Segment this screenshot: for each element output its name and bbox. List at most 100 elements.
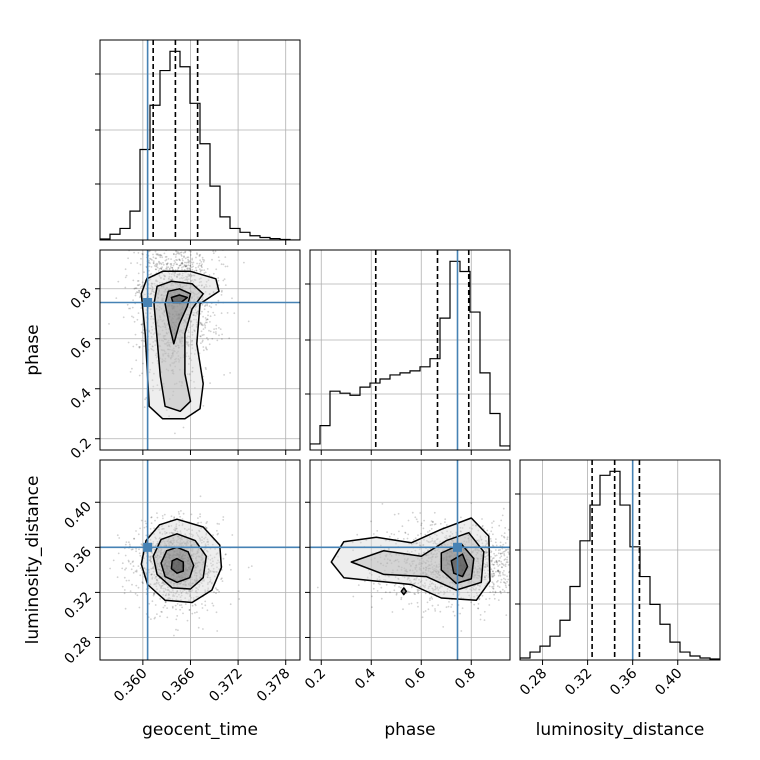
sample-point (430, 563, 433, 566)
sample-point (196, 572, 198, 575)
sample-point (186, 256, 189, 259)
sample-point (150, 308, 153, 310)
panel-frame (99, 249, 301, 451)
sample-point (175, 523, 178, 526)
sample-point (479, 584, 481, 587)
sample-point (196, 591, 198, 594)
sample-point (198, 255, 201, 258)
sample-point (472, 587, 475, 590)
sample-point (160, 567, 162, 570)
sample-point (179, 297, 182, 300)
sample-point (478, 572, 480, 574)
sample-point (435, 565, 438, 568)
sample-point (174, 358, 176, 361)
sample-point (196, 551, 199, 553)
sample-point (206, 609, 209, 612)
sample-point (476, 584, 479, 586)
sample-point (442, 549, 445, 551)
sample-point (430, 596, 433, 598)
sample-point (171, 267, 174, 269)
sample-point (206, 565, 209, 568)
sample-point (398, 530, 400, 533)
sample-point (161, 294, 163, 296)
sample-point (168, 569, 171, 572)
sample-point (155, 585, 158, 588)
sample-point (424, 610, 427, 612)
sample-point (422, 572, 425, 575)
sample-point (161, 358, 164, 361)
sample-point (484, 572, 487, 575)
sample-point (467, 567, 470, 570)
sample-point (181, 554, 184, 557)
sample-point (447, 570, 449, 573)
sample-point (170, 515, 173, 518)
x-tick-label: 0.2 (302, 666, 329, 693)
sample-point (172, 291, 175, 294)
sample-point (425, 567, 428, 570)
sample-point (162, 552, 165, 554)
sample-point (176, 527, 178, 530)
sample-point (169, 295, 172, 298)
sample-point (143, 526, 146, 529)
sample-point (157, 297, 160, 299)
sample-point (170, 525, 173, 527)
sample-point (208, 274, 211, 277)
sample-point (511, 529, 513, 531)
sample-point (169, 263, 172, 265)
sample-point (497, 565, 500, 567)
histogram-luminosity_distance (520, 470, 720, 660)
sample-point (156, 266, 159, 269)
sample-point (180, 244, 182, 246)
sample-point (180, 337, 183, 340)
sample-point (445, 558, 448, 561)
sample-point (175, 298, 178, 301)
sample-point (216, 566, 218, 569)
sample-point (150, 573, 153, 576)
sample-point (476, 570, 479, 573)
sample-point (186, 573, 188, 576)
sample-point (173, 321, 175, 324)
sample-point (164, 571, 167, 573)
sample-point (196, 579, 199, 582)
sample-point (207, 587, 210, 590)
sample-point (183, 589, 186, 591)
sample-point (422, 544, 425, 546)
sample-point (167, 568, 170, 571)
sample-point (190, 319, 193, 322)
sample-point (151, 345, 154, 348)
sample-point (115, 297, 118, 299)
sample-point (179, 339, 181, 342)
sample-point (171, 330, 174, 333)
sample-point (192, 314, 195, 316)
sample-point (479, 618, 482, 621)
sample-point (433, 548, 436, 551)
sample-point (209, 554, 212, 557)
sample-point (190, 261, 193, 264)
sample-point (444, 536, 446, 539)
sample-point (187, 344, 190, 347)
sample-point (233, 312, 236, 315)
sample-point (364, 580, 366, 583)
sample-point (449, 550, 451, 553)
sample-point (415, 564, 417, 567)
sample-point (151, 329, 154, 331)
sample-point (159, 572, 162, 575)
sample-point (152, 333, 155, 336)
sample-point (487, 576, 490, 579)
sample-point (153, 567, 156, 570)
sample-point (170, 354, 173, 357)
sample-point (156, 554, 159, 557)
sample-point (203, 286, 206, 289)
sample-point (476, 549, 479, 552)
sample-point (428, 585, 430, 588)
sample-point (179, 530, 182, 532)
sample-point (174, 527, 176, 529)
sample-point (188, 532, 191, 535)
sample-point (184, 560, 187, 563)
sample-point (417, 534, 419, 537)
sample-point (185, 569, 188, 571)
sample-point (190, 554, 193, 557)
sample-point (478, 588, 481, 591)
sample-point (199, 577, 202, 579)
sample-point (188, 609, 191, 611)
